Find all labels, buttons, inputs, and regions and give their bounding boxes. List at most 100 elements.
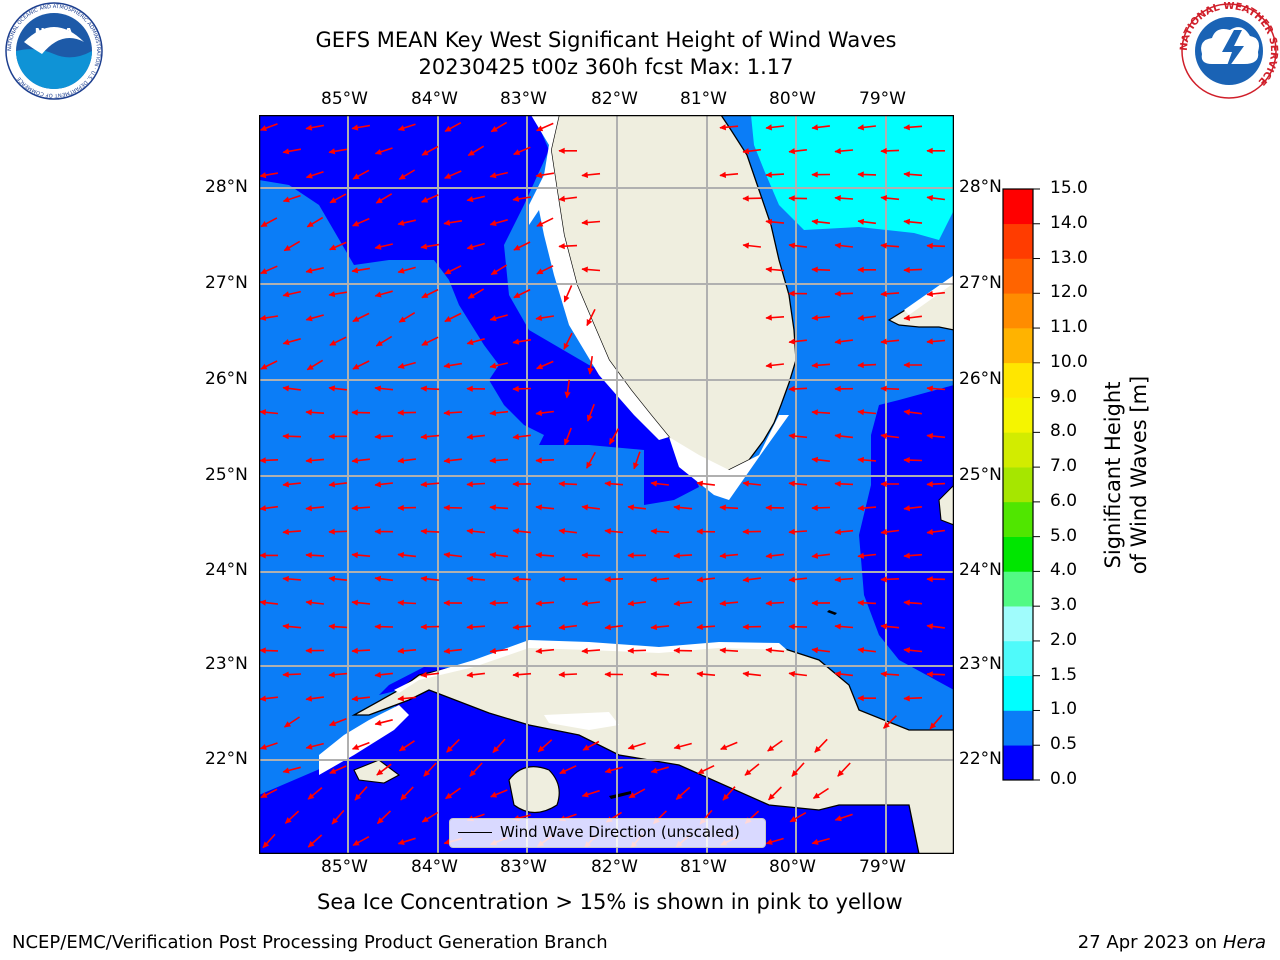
wind-wave-arrowhead bbox=[789, 816, 797, 823]
wind-wave-arrowhead bbox=[604, 528, 612, 535]
wind-wave-arrowhead bbox=[443, 362, 451, 369]
wind-wave-arrowhead bbox=[489, 409, 497, 417]
noaa-logo: NOAA NATIONAL OCEANIC AND ATMOSPHERIC AD… bbox=[2, 2, 106, 100]
wind-wave-arrowhead bbox=[398, 745, 407, 752]
wind-wave-arrowhead bbox=[351, 599, 359, 606]
wind-wave-arrowhead bbox=[397, 551, 405, 559]
wind-wave-arrowhead bbox=[558, 528, 566, 535]
wind-wave-arrowhead bbox=[563, 438, 570, 446]
wind-wave-arrowhead bbox=[535, 409, 543, 417]
wind-wave-arrowhead bbox=[720, 744, 728, 750]
wind-wave-arrowhead bbox=[328, 148, 336, 155]
wind-wave-arrowhead bbox=[512, 575, 519, 583]
colorbar-tick-label: 11.0 bbox=[1050, 317, 1088, 338]
colorbar-band bbox=[1003, 223, 1033, 259]
land-island-small bbox=[609, 791, 631, 799]
wind-wave-arrowhead bbox=[903, 695, 910, 702]
wind-wave-arrowhead bbox=[903, 409, 911, 416]
wind-wave-arrowhead bbox=[328, 528, 335, 535]
wind-wave-arrowhead bbox=[512, 480, 519, 488]
wind-wave-arrowhead bbox=[765, 647, 773, 654]
footer-date: 27 Apr 2023 on Hera bbox=[1078, 932, 1266, 953]
wind-wave-arrowhead bbox=[857, 647, 865, 654]
wind-wave-arrowhead bbox=[558, 671, 565, 678]
wind-wave-arrowhead bbox=[443, 457, 451, 464]
wind-wave-arrowhead bbox=[834, 147, 841, 155]
wind-wave-arrowhead bbox=[558, 480, 565, 487]
colorbar-band bbox=[1003, 640, 1033, 677]
colorbar-tick-label: 0.5 bbox=[1050, 734, 1078, 755]
wind-wave-arrowhead bbox=[421, 149, 429, 156]
wind-wave-arrowhead bbox=[788, 670, 796, 678]
wind-wave-arrowhead bbox=[305, 315, 313, 322]
wind-wave-arrowhead bbox=[765, 266, 772, 273]
top-lon-label: 83°W bbox=[500, 89, 547, 109]
wind-wave-arrowhead bbox=[259, 172, 267, 179]
wind-wave-arrowhead bbox=[490, 126, 498, 132]
wind-wave-arrowhead bbox=[834, 576, 841, 583]
wind-wave-arrowhead bbox=[857, 599, 864, 606]
wind-wave-arrowhead bbox=[719, 124, 727, 131]
wind-wave-arrowhead bbox=[490, 791, 498, 798]
wind-wave-arrowhead bbox=[765, 124, 773, 131]
land-gap-keys bbox=[669, 415, 789, 500]
right-lat-label: 23°N bbox=[959, 654, 1002, 674]
wind-wave-arrowhead bbox=[719, 600, 727, 607]
wind-wave-arrowhead bbox=[558, 147, 565, 154]
wind-wave-arrowhead bbox=[443, 504, 450, 511]
wind-wave-arrowhead bbox=[352, 316, 360, 322]
wind-wave-arrowhead bbox=[558, 243, 565, 250]
wind-wave-arrowhead bbox=[397, 409, 404, 416]
wind-wave-arrowhead bbox=[489, 220, 497, 227]
wind-wave-arrowhead bbox=[558, 576, 565, 583]
wind-wave-arrowhead bbox=[397, 362, 405, 369]
wind-wave-arrowhead bbox=[420, 671, 428, 678]
footer-host: Hera bbox=[1222, 932, 1266, 953]
wind-wave-arrowhead bbox=[489, 457, 496, 464]
land-island-small-2 bbox=[827, 610, 837, 615]
wind-wave-arrowhead bbox=[535, 314, 543, 321]
wind-wave-arrowhead bbox=[586, 319, 593, 327]
wind-wave-arrowhead bbox=[489, 315, 497, 322]
wind-wave-arrowhead bbox=[466, 243, 474, 250]
wave-band-1.0-1.5 bbox=[751, 115, 954, 240]
wind-wave-arrowhead bbox=[834, 670, 842, 678]
wind-wave-arrowhead bbox=[489, 362, 497, 369]
wind-wave-arrowhead bbox=[305, 505, 313, 512]
wind-wave-arrowhead bbox=[744, 769, 752, 776]
wind-wave-arrowhead bbox=[351, 409, 358, 416]
wind-wave-arrowhead bbox=[328, 720, 337, 727]
wind-wave-arrowhead bbox=[558, 624, 566, 631]
wind-wave-arrowhead bbox=[788, 623, 795, 630]
wind-wave-arrowhead bbox=[535, 552, 542, 559]
wind-wave-arrowhead bbox=[765, 552, 773, 559]
wind-wave-arrowhead bbox=[329, 197, 337, 204]
wind-wave-arrowhead bbox=[857, 409, 865, 416]
colorbar bbox=[1002, 188, 1040, 781]
bottom-lon-label: 80°W bbox=[769, 857, 816, 877]
wind-wave-arrowhead bbox=[834, 432, 842, 440]
wind-wave-arrowhead bbox=[512, 671, 519, 678]
wind-wave-arrowhead bbox=[354, 793, 362, 801]
wind-wave-arrowhead bbox=[788, 290, 795, 297]
colorbar-tick-labels: 0.0 0.5 1.0 1.5 2.0 3.0 4.0 5.0 6.0 7.0 8.0 9.0 10.0… bbox=[1050, 178, 1110, 789]
wind-wave-arrowhead bbox=[650, 576, 657, 583]
wind-wave-arrowhead bbox=[489, 504, 496, 511]
top-lon-label: 82°W bbox=[591, 89, 638, 109]
wind-wave-arrowhead bbox=[259, 314, 267, 321]
wind-wave-arrowhead bbox=[466, 623, 473, 631]
wind-wave-arrowhead bbox=[420, 623, 427, 630]
wind-wave-arrowhead bbox=[814, 746, 821, 753]
colorbar-tick-label: 3.0 bbox=[1050, 595, 1078, 616]
wave-band-0.0-0.5-east bbox=[859, 385, 954, 690]
wind-wave-arrowhead bbox=[837, 769, 844, 777]
bottom-lon-label: 84°W bbox=[411, 857, 458, 877]
wind-wave-arrowhead bbox=[351, 504, 358, 512]
wind-wave-arrowhead bbox=[926, 290, 934, 298]
wind-wave-arrowhead bbox=[443, 647, 451, 655]
bottom-lon-label: 82°W bbox=[591, 857, 638, 877]
wind-wave-arrowhead bbox=[742, 195, 749, 202]
wind-wave-arrowhead bbox=[535, 504, 543, 511]
wind-wave-arrowhead bbox=[397, 504, 404, 511]
colorbar-label-text: Significant Height of Wind Waves [m] bbox=[1101, 375, 1151, 575]
